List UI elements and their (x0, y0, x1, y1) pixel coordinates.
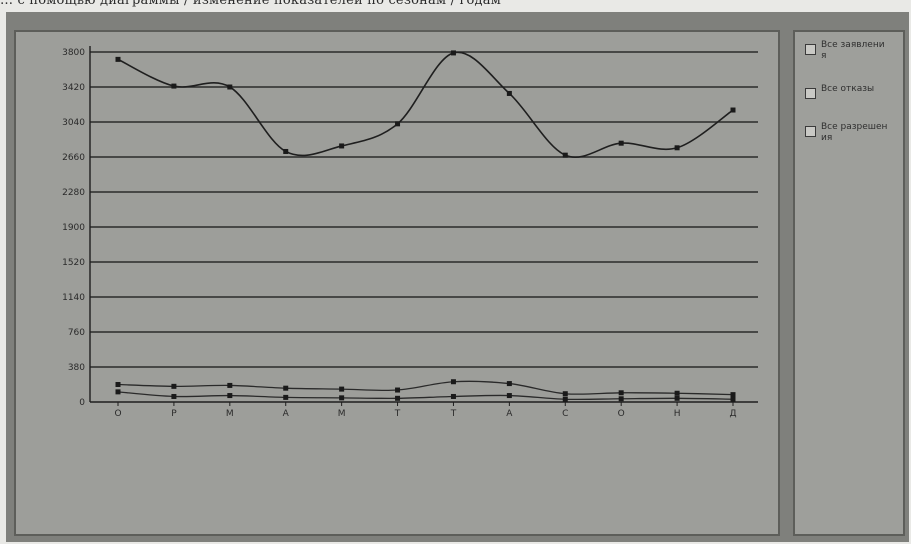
y-tick-label: 1140 (62, 293, 85, 303)
x-tick-label: А (506, 409, 513, 419)
data-point (115, 56, 121, 62)
x-tick-label: М (338, 409, 346, 419)
data-point (618, 396, 624, 402)
x-tick-label: Р (171, 409, 177, 419)
data-point (171, 383, 177, 389)
legend-item: Все разрешения (805, 122, 889, 144)
x-tick-label: А (283, 409, 290, 419)
legend: Все заявления Все отказы Все разрешения (793, 30, 905, 536)
data-point (618, 140, 624, 146)
legend-label: Все отказы (821, 84, 875, 94)
data-point (283, 385, 289, 391)
data-point (450, 379, 456, 385)
data-point (730, 107, 736, 113)
series-line (117, 380, 734, 396)
figure-caption: … с помощью диаграммы / изменение показа… (0, 0, 502, 8)
y-tick-label: 0 (79, 398, 85, 408)
data-point (562, 396, 568, 402)
x-tick-label: М (226, 409, 234, 419)
data-point (283, 148, 289, 154)
y-tick-label: 2280 (62, 188, 85, 198)
y-tick-label: 3800 (62, 48, 85, 58)
data-point (171, 393, 177, 399)
data-point (115, 382, 121, 387)
y-tick-label: 380 (68, 363, 85, 373)
legend-item: Все отказы (805, 84, 889, 99)
x-tick-label: О (114, 409, 121, 419)
data-point (562, 391, 568, 397)
legend-label: Все разрешения (821, 122, 888, 143)
data-point (730, 392, 736, 398)
x-tick-label: Н (674, 409, 681, 419)
legend-swatch (805, 44, 816, 55)
data-point (115, 389, 121, 395)
data-point (395, 121, 401, 127)
data-point (227, 382, 233, 388)
plot-area (14, 30, 780, 536)
legend-label: Все заявления (821, 40, 885, 61)
data-point (395, 387, 401, 393)
data-point (506, 90, 512, 96)
y-tick-label: 1520 (62, 258, 85, 268)
x-tick-label: С (562, 409, 568, 419)
data-point (562, 152, 568, 158)
x-tick-label: О (618, 409, 625, 419)
y-tick-label: 3040 (62, 118, 85, 128)
legend-swatch (805, 126, 816, 137)
x-tick-label: Д (729, 409, 736, 419)
data-point (227, 393, 233, 399)
data-point (618, 390, 624, 396)
y-tick-label: 2660 (62, 153, 85, 163)
data-point (339, 386, 345, 392)
data-point (674, 395, 680, 401)
x-tick-label: Т (394, 409, 401, 419)
series-line (117, 51, 734, 158)
data-point (395, 395, 401, 401)
data-point (450, 50, 456, 56)
y-tick-label: 3420 (62, 83, 85, 93)
data-point (227, 84, 233, 90)
data-point (283, 394, 289, 400)
y-tick-label: 1900 (62, 223, 85, 233)
data-point (171, 83, 177, 89)
legend-item: Все заявления (805, 40, 889, 62)
data-point (506, 381, 512, 387)
data-point (506, 393, 512, 399)
data-point (674, 390, 680, 396)
data-point (339, 143, 345, 149)
data-point (730, 396, 736, 402)
y-tick-label: 760 (68, 328, 85, 338)
data-point (339, 395, 345, 401)
series-line (117, 391, 734, 401)
x-tick-label: Т (450, 409, 457, 419)
data-point (674, 145, 680, 151)
legend-swatch (805, 88, 816, 99)
data-point (450, 393, 456, 399)
